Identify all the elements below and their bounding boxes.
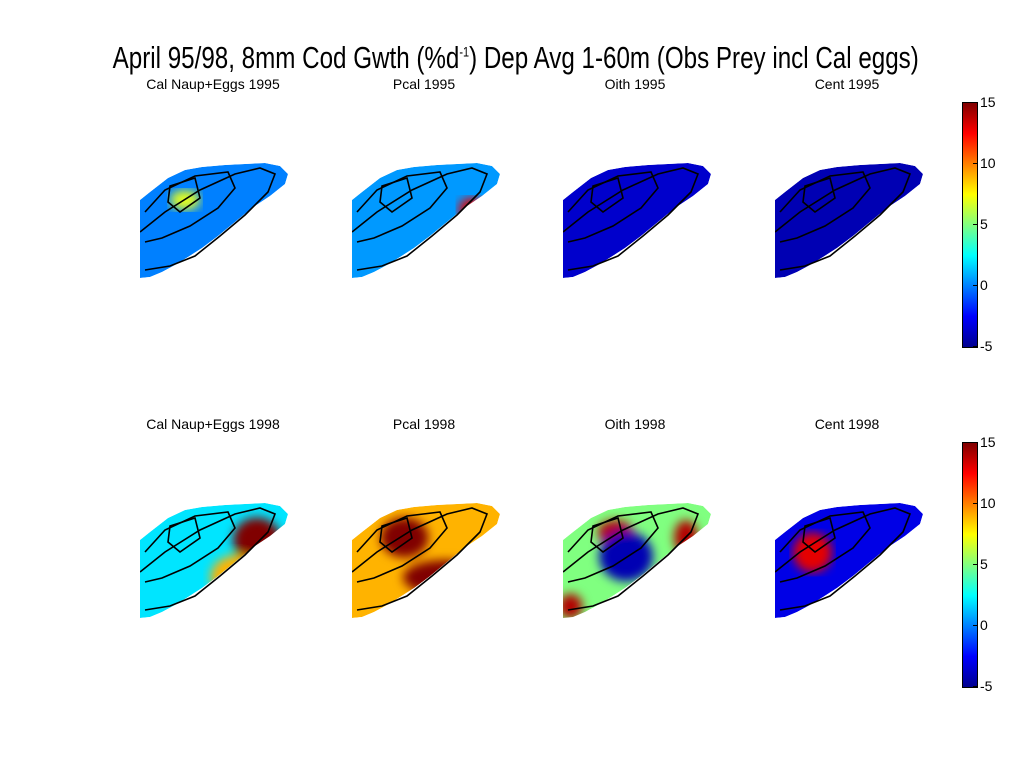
panel-title: Pcal 1998 [392,416,456,432]
heatmap-field [775,163,923,278]
colorbar-tick-mark [973,625,977,626]
heatmap-field [352,503,500,618]
heatmap-panel [140,500,330,640]
depth-contour [567,511,659,583]
panel-title: Cent 1998 [814,416,880,432]
depth-contour [352,167,489,271]
colorbar-tick-mark [973,163,977,164]
panel-title: Cal Naup+Eggs 1995 [146,76,280,92]
colorbar [962,102,978,348]
colorbar-tick-label: 5 [980,556,988,572]
heatmap-field [563,163,711,278]
panel-title: Pcal 1995 [392,76,456,92]
depth-contour [590,516,624,554]
heatmap-panel [775,160,965,300]
heatmap-svg [352,163,500,278]
colorbar-tick-mark [973,285,977,286]
heatmap-svg [563,503,711,618]
colorbar-tick-mark [973,102,977,103]
colorbar-tick-label: 10 [980,495,996,511]
depth-contour [379,176,413,214]
depth-contour [167,176,201,214]
depth-contour [140,167,277,271]
panel-title: Oith 1998 [604,416,666,432]
heatmap-field [140,163,288,278]
colorbar-tick-label: 15 [980,94,996,110]
heatmap-svg [775,503,923,618]
colorbar-tick-mark [973,564,977,565]
heatmap-panel [563,160,753,300]
depth-contour [779,511,871,583]
depth-contour [140,507,277,611]
depth-contour [356,171,448,243]
colorbar-tick-label: 0 [980,617,988,633]
colorbar-tick-label: 0 [980,277,988,293]
colorbar-tick-label: -5 [980,338,993,354]
depth-contour [590,176,624,214]
colorbar-tick-label: 5 [980,216,988,232]
depth-contour [563,507,700,611]
heatmap-svg [140,503,288,618]
heatmap-svg [563,163,711,278]
heatmap-panel [352,160,542,300]
depth-contour [144,171,236,243]
depth-contour [352,507,489,611]
colorbar-tick-label: -5 [980,678,993,694]
heatmap-svg [775,163,923,278]
colorbar-tick-label: 15 [980,434,996,450]
depth-contour [779,171,871,243]
panel-title: Cal Naup+Eggs 1998 [146,416,280,432]
colorbar-tick-label: 10 [980,155,996,171]
colorbar-tick-mark [973,224,977,225]
panel-title: Cent 1995 [814,76,880,92]
heatmap-field [352,163,500,278]
colorbar-tick-mark [973,503,977,504]
heatmap-hotspot [599,531,653,582]
heatmap-field [775,503,923,618]
depth-contour [144,511,236,583]
heatmap-svg [140,163,288,278]
colorbar-tick-mark [973,442,977,443]
depth-contour [379,516,413,554]
colorbar [962,442,978,688]
depth-contour [563,167,700,271]
heatmap-panel [352,500,542,640]
depth-contour [167,516,201,554]
colorbar-tick-mark [973,686,977,687]
figure-title: April 95/98, 8mm Cod Gwth (%d-1) Dep Avg… [112,40,919,75]
depth-contour [802,516,836,554]
heatmap-panel [775,500,965,640]
depth-contour [802,176,836,214]
depth-contour [775,167,912,271]
panel-title: Oith 1995 [604,76,666,92]
heatmap-panel [563,500,753,640]
heatmap-panel [140,160,330,300]
heatmap-svg [352,503,500,618]
depth-contour [775,507,912,611]
depth-contour [356,511,448,583]
colorbar-tick-mark [973,346,977,347]
heatmap-hotspot [563,593,583,618]
depth-contour [567,171,659,243]
